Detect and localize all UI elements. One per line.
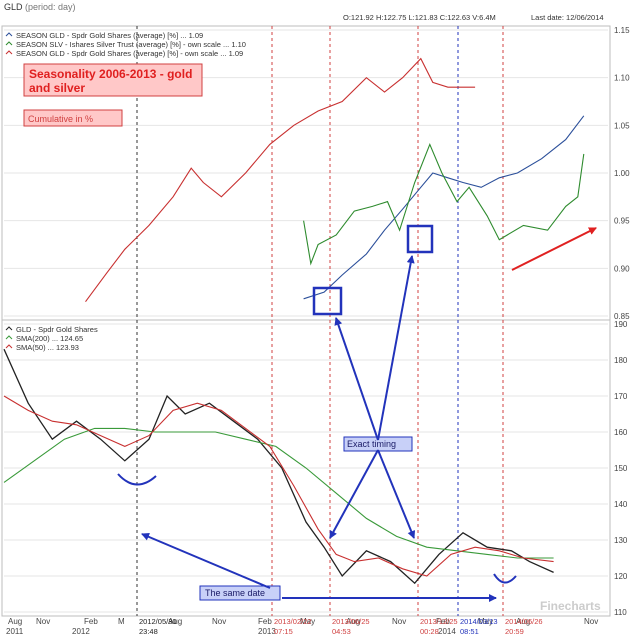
legend-swatch-bottom — [5, 335, 13, 340]
marker-time-label: 08:51 — [460, 627, 479, 636]
arrow-to-gold-box — [334, 317, 379, 441]
exact-timing-label: Exact timing — [347, 439, 396, 449]
x-tick-label: May — [300, 617, 315, 626]
marker-date-label: 2012/05/30 — [139, 617, 177, 626]
marker-date-label: 2014/03/13 — [460, 617, 498, 626]
y-tick-label-top: 1.10 — [614, 74, 630, 83]
y-tick-label-bottom: 180 — [614, 356, 628, 365]
y-tick-label-top: 0.85 — [614, 312, 630, 321]
marker-date-label: 2013/12/25 — [420, 617, 458, 626]
x-tick-label: Aug — [168, 617, 182, 626]
marker-date-label: 2013/06/25 — [332, 617, 370, 626]
bottom-panel-frame — [1, 319, 611, 617]
cumulative-label: Cumulative in % — [28, 114, 93, 124]
y-tick-label-bottom: 160 — [614, 428, 628, 437]
legend-label-bottom: SMA(50) ... 123.93 — [16, 343, 79, 352]
y-tick-label-top: 0.90 — [614, 264, 630, 273]
y-tick-label-bottom: 130 — [614, 536, 628, 545]
y-tick-label-bottom: 150 — [614, 464, 628, 473]
x-tick-label-year: 2014 — [438, 627, 456, 636]
arrow-to-silver-box — [377, 255, 415, 441]
title-box-line1: Seasonality 2006-2013 - gold — [29, 67, 192, 81]
x-tick-label: Aug — [516, 617, 530, 626]
marker-time-label: 20:59 — [505, 627, 524, 636]
y-tick-label-top: 1.05 — [614, 121, 630, 130]
marker-date-label: 2013/02/22 — [274, 617, 312, 626]
top-series-line-1 — [303, 115, 585, 300]
same-date-label: The same date — [205, 588, 265, 598]
x-tick-label: Nov — [584, 617, 598, 626]
marker-time-label: 00:28 — [420, 627, 439, 636]
highlight-box-silver-low — [406, 224, 434, 254]
bot-series-line-1 — [3, 348, 554, 585]
y-tick-label-top: 1.00 — [614, 169, 630, 178]
legend-label-bottom: SMA(200) ... 124.65 — [16, 334, 83, 343]
x-tick-label: Nov — [212, 617, 226, 626]
x-tick-label: Nov — [392, 617, 406, 626]
x-tick-label: Nov — [36, 617, 50, 626]
marker-date-label: 2014/06/26 — [505, 617, 543, 626]
y-tick-label-bottom: 170 — [614, 392, 628, 401]
legend-swatch-top — [5, 32, 13, 37]
legend-label-top: SEASON SLV - Ishares Silver Trust (avera… — [16, 40, 246, 49]
legend-swatch-bottom — [5, 326, 13, 331]
top-series-line-2 — [303, 142, 585, 266]
arrow-to-2013-dec-low — [377, 449, 416, 539]
cumulative-box — [23, 109, 123, 127]
header-ohlc: O:121.92 H:122.75 L:121.83 C:122.63 V:6.… — [343, 13, 496, 22]
bot-series-line-2 — [3, 427, 554, 559]
x-tick-label: M — [118, 617, 125, 626]
header-period: (period: day) — [25, 2, 76, 12]
title-box — [23, 63, 203, 97]
highlight-box-gold-low — [312, 286, 343, 316]
x-tick-label: Feb — [258, 617, 272, 626]
header-last-date: Last date: 12/06/2014 — [531, 13, 604, 22]
watermark: Finecharts — [540, 599, 601, 613]
arrow-red-upward — [511, 227, 597, 271]
title-box-line2: and silver — [29, 81, 85, 95]
legend-label-top: SEASON GLD - Spdr Gold Shares (average) … — [16, 31, 203, 40]
bowl-arc-2012 — [117, 473, 157, 486]
y-tick-label-bottom: 120 — [614, 572, 628, 581]
x-tick-label: Aug — [8, 617, 22, 626]
arrow-to-2013-low — [329, 449, 379, 539]
x-tick-label: May — [478, 617, 493, 626]
y-tick-label-bottom: 190 — [614, 320, 628, 329]
y-tick-label-top: 0.95 — [614, 217, 630, 226]
legend-swatch-bottom — [5, 344, 13, 349]
x-tick-label: Feb — [436, 617, 450, 626]
header-symbol: GLD — [4, 2, 23, 12]
same-date-box — [199, 585, 281, 601]
y-tick-label-top: 1.15 — [614, 26, 630, 35]
x-tick-label: Aug — [346, 617, 360, 626]
marker-time-label: 07:15 — [274, 627, 293, 636]
x-tick-label-year: 2011 — [6, 627, 24, 636]
legend-swatch-top — [5, 50, 13, 55]
x-tick-label: Feb — [84, 617, 98, 626]
legend-swatch-top — [5, 41, 13, 46]
marker-time-label: 04:53 — [332, 627, 351, 636]
x-tick-label-year: 2012 — [72, 627, 90, 636]
bot-series-line-3 — [3, 395, 554, 577]
legend-label-bottom: GLD - Spdr Gold Shares — [16, 325, 98, 334]
marker-time-label: 23:48 — [139, 627, 158, 636]
y-tick-label-bottom: 110 — [614, 608, 627, 617]
top-series-line-3 — [85, 57, 476, 303]
y-tick-label-bottom: 140 — [614, 500, 628, 509]
bowl-arc-2014 — [493, 573, 517, 584]
arrow-to-2012-low — [141, 533, 271, 589]
x-tick-label-year: 2013 — [258, 627, 276, 636]
legend-label-top: SEASON GLD - Spdr Gold Shares (average) … — [16, 49, 243, 58]
annotation-arrows — [141, 227, 597, 602]
